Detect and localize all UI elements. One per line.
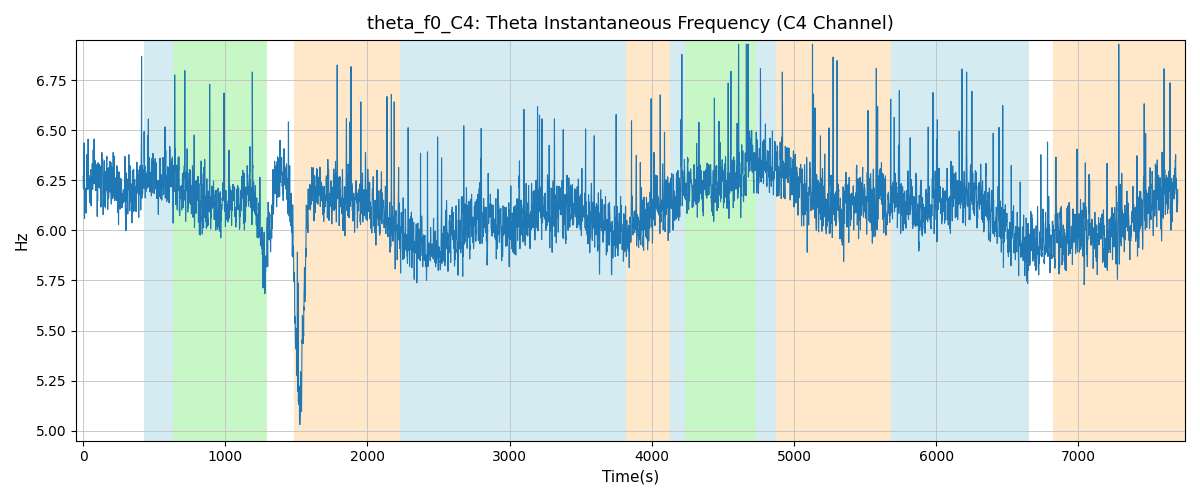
Bar <box>890 40 1028 440</box>
Title: theta_f0_C4: Theta Instantaneous Frequency (C4 Channel): theta_f0_C4: Theta Instantaneous Frequen… <box>367 15 894 34</box>
Bar <box>294 40 400 440</box>
Bar <box>1052 40 1186 440</box>
Bar <box>438 40 626 440</box>
Bar <box>671 40 684 440</box>
Bar <box>173 40 266 440</box>
Bar <box>144 40 173 440</box>
X-axis label: Time(s): Time(s) <box>602 470 659 485</box>
Bar <box>626 40 671 440</box>
Bar <box>756 40 775 440</box>
Y-axis label: Hz: Hz <box>14 230 30 250</box>
Bar <box>684 40 756 440</box>
Bar <box>400 40 438 440</box>
Bar <box>775 40 890 440</box>
